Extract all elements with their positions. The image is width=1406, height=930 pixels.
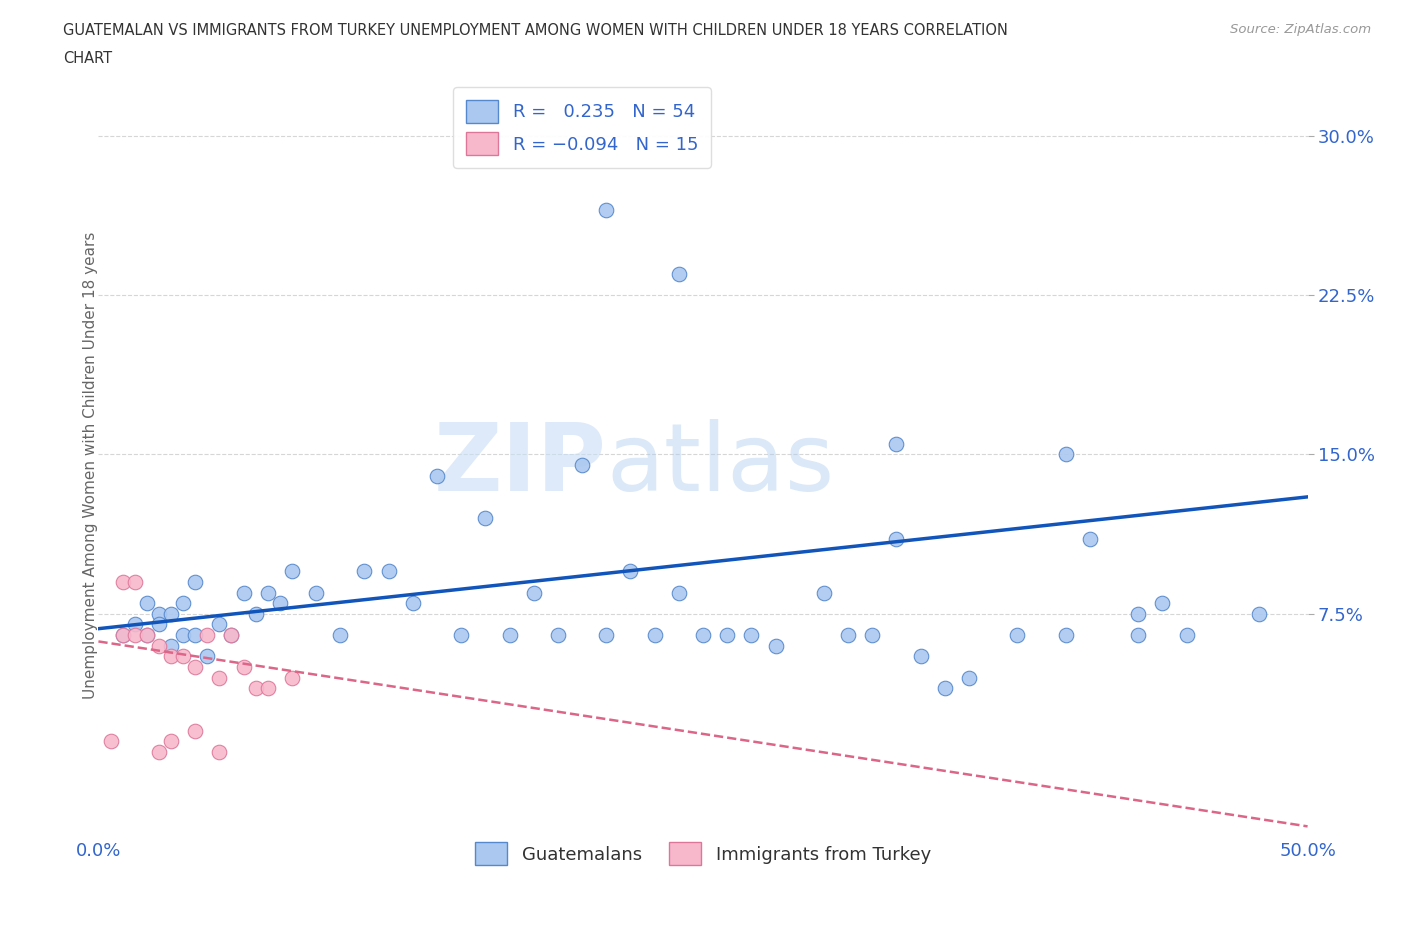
Point <box>740 628 762 643</box>
Point <box>256 585 278 600</box>
Point <box>860 628 883 643</box>
Point <box>668 585 690 600</box>
Point <box>160 638 183 653</box>
Point <box>195 628 218 643</box>
Point <box>172 628 194 643</box>
Point <box>910 649 932 664</box>
Point <box>523 585 546 600</box>
Point <box>571 458 593 472</box>
Point <box>160 734 183 749</box>
Point <box>148 638 170 653</box>
Point <box>208 745 231 760</box>
Point <box>148 745 170 760</box>
Point <box>124 628 146 643</box>
Point <box>184 575 207 590</box>
Point <box>160 649 183 664</box>
Point <box>886 532 908 547</box>
Point <box>305 585 328 600</box>
Point <box>619 564 641 578</box>
Point <box>595 203 617 218</box>
Point <box>221 628 243 643</box>
Text: GUATEMALAN VS IMMIGRANTS FROM TURKEY UNEMPLOYMENT AMONG WOMEN WITH CHILDREN UNDE: GUATEMALAN VS IMMIGRANTS FROM TURKEY UNE… <box>63 23 1008 38</box>
Point <box>668 266 690 281</box>
Point <box>135 596 157 611</box>
Point <box>100 734 122 749</box>
Point <box>124 617 146 631</box>
Point <box>221 628 243 643</box>
Point <box>837 628 859 643</box>
Point <box>644 628 666 643</box>
Point <box>184 659 207 674</box>
Point <box>1078 532 1101 547</box>
Point <box>111 628 134 643</box>
Point <box>329 628 352 643</box>
Point <box>184 724 207 738</box>
Text: ZIP: ZIP <box>433 419 606 511</box>
Point <box>281 671 304 685</box>
Point <box>135 628 157 643</box>
Point <box>692 628 714 643</box>
Point <box>148 617 170 631</box>
Point <box>765 638 787 653</box>
Point <box>148 606 170 621</box>
Point <box>1128 628 1150 643</box>
Point <box>111 575 134 590</box>
Point <box>232 585 254 600</box>
Point <box>245 681 267 696</box>
Point <box>886 436 908 451</box>
Point <box>135 628 157 643</box>
Point <box>1175 628 1198 643</box>
Point <box>377 564 399 578</box>
Point <box>160 606 183 621</box>
Point <box>813 585 835 600</box>
Point <box>934 681 956 696</box>
Point <box>402 596 425 611</box>
Point <box>208 671 231 685</box>
Legend: Guatemalans, Immigrants from Turkey: Guatemalans, Immigrants from Turkey <box>468 835 938 872</box>
Point <box>1249 606 1271 621</box>
Point <box>232 659 254 674</box>
Point <box>1054 447 1077 462</box>
Point <box>498 628 520 643</box>
Point <box>547 628 569 643</box>
Point <box>184 628 207 643</box>
Point <box>281 564 304 578</box>
Point <box>474 511 496 525</box>
Point <box>208 617 231 631</box>
Point <box>111 628 134 643</box>
Point <box>957 671 980 685</box>
Point <box>124 575 146 590</box>
Point <box>450 628 472 643</box>
Point <box>1007 628 1029 643</box>
Point <box>172 596 194 611</box>
Point <box>195 649 218 664</box>
Point <box>269 596 291 611</box>
Point <box>1128 606 1150 621</box>
Point <box>1054 628 1077 643</box>
Point <box>595 628 617 643</box>
Point <box>245 606 267 621</box>
Point <box>426 468 449 483</box>
Text: atlas: atlas <box>606 419 835 511</box>
Y-axis label: Unemployment Among Women with Children Under 18 years: Unemployment Among Women with Children U… <box>83 232 97 698</box>
Text: Source: ZipAtlas.com: Source: ZipAtlas.com <box>1230 23 1371 36</box>
Point <box>716 628 738 643</box>
Point <box>353 564 375 578</box>
Point <box>1152 596 1174 611</box>
Point <box>256 681 278 696</box>
Text: CHART: CHART <box>63 51 112 66</box>
Point <box>172 649 194 664</box>
